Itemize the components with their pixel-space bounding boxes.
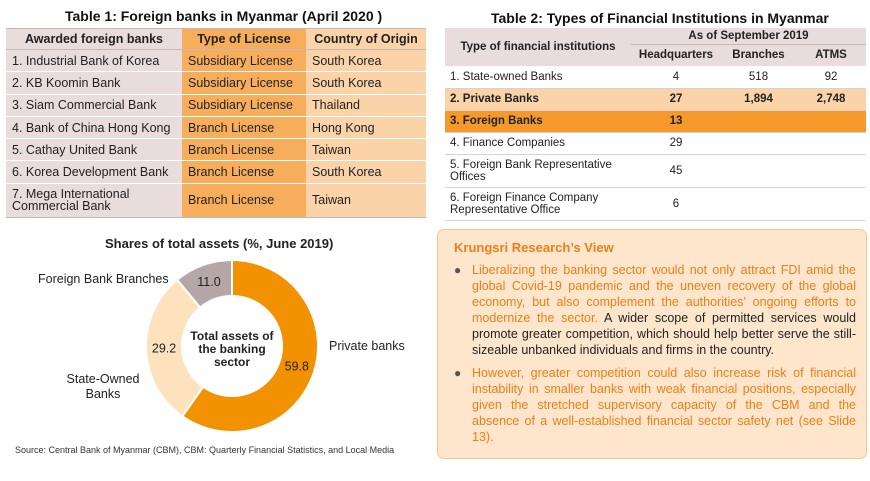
bank-name: 7. Mega International Commercial Bank bbox=[6, 183, 182, 217]
table-row: 1. Industrial Bank of Korea Subsidiary L… bbox=[6, 50, 426, 72]
country-of-origin: South Korea bbox=[306, 161, 426, 183]
list-item: ● Liberalizing the banking sector would … bbox=[452, 262, 856, 358]
headquarters-count: 27 bbox=[631, 88, 721, 110]
legend-foreign-bank-branches: Foreign Bank Branches bbox=[38, 272, 169, 287]
bullet2-text: However, greater competition could also … bbox=[472, 366, 856, 444]
bullet-icon: ● bbox=[454, 262, 461, 278]
table1-header-country: Country of Origin bbox=[306, 29, 426, 50]
bank-name: 5. Cathay United Bank bbox=[6, 139, 182, 161]
table2-header-group: As of September 2019 bbox=[631, 28, 866, 44]
legend-private-banks: Private banks bbox=[329, 339, 405, 354]
branches-count bbox=[721, 132, 796, 154]
value-label-state-owned-banks: 29.2 bbox=[152, 342, 176, 356]
table-row: 3. Siam Commercial Bank Subsidiary Licen… bbox=[6, 94, 426, 116]
headquarters-count: 6 bbox=[631, 187, 721, 220]
table2-header-headquarters: Headquarters bbox=[631, 44, 721, 66]
headquarters-count: 29 bbox=[631, 132, 721, 154]
table-row: 2. KB Koomin Bank Subsidiary License Sou… bbox=[6, 72, 426, 94]
headquarters-count: 13 bbox=[631, 110, 721, 132]
table-row: 3. Foreign Banks 13 bbox=[445, 110, 866, 132]
country-of-origin: South Korea bbox=[306, 50, 426, 72]
atms-count: 2,748 bbox=[796, 88, 866, 110]
atms-count: 92 bbox=[796, 66, 866, 88]
country-of-origin: South Korea bbox=[306, 72, 426, 94]
license-type: Subsidiary License bbox=[182, 94, 306, 116]
bank-name: 6. Korea Development Bank bbox=[6, 161, 182, 183]
list-item: ● However, greater competition could als… bbox=[452, 365, 856, 445]
branches-count bbox=[721, 110, 796, 132]
bank-name: 1. Industrial Bank of Korea bbox=[6, 50, 182, 72]
license-type: Subsidiary License bbox=[182, 50, 306, 72]
table2-header-row: Type of financial institutions As of Sep… bbox=[445, 28, 866, 44]
foreign-banks-table: Awarded foreign banks Type of License Co… bbox=[6, 28, 426, 218]
legend-state-owned-banks: State-Owned Banks bbox=[63, 372, 143, 402]
table2-header-branches: Branches bbox=[721, 44, 796, 66]
table-row: 7. Mega International Commercial Bank Br… bbox=[6, 183, 426, 217]
table1-header-bank: Awarded foreign banks bbox=[6, 29, 182, 50]
institution-type: 4. Finance Companies bbox=[445, 132, 631, 154]
branches-count: 1,894 bbox=[721, 88, 796, 110]
atms-count bbox=[796, 154, 866, 187]
branches-count bbox=[721, 187, 796, 220]
donut-center-label: Total assets of the banking sector bbox=[180, 330, 284, 369]
bank-name: 3. Siam Commercial Bank bbox=[6, 94, 182, 116]
branches-count: 518 bbox=[721, 66, 796, 88]
table-row: 4. Finance Companies 29 bbox=[445, 132, 866, 154]
country-of-origin: Thailand bbox=[306, 94, 426, 116]
table2-title: Table 2: Types of Financial Institutions… bbox=[491, 10, 829, 26]
atms-count bbox=[796, 187, 866, 220]
country-of-origin: Taiwan bbox=[306, 183, 426, 217]
institution-type: 1. State-owned Banks bbox=[445, 66, 631, 88]
license-type: Subsidiary License bbox=[182, 72, 306, 94]
table-row: 5. Cathay United Bank Branch License Tai… bbox=[6, 139, 426, 161]
atms-count bbox=[796, 132, 866, 154]
headquarters-count: 4 bbox=[631, 66, 721, 88]
table-row: 6. Korea Development Bank Branch License… bbox=[6, 161, 426, 183]
table2-header-type: Type of financial institutions bbox=[445, 28, 631, 66]
institution-type: 2. Private Banks bbox=[445, 88, 631, 110]
license-type: Branch License bbox=[182, 139, 306, 161]
institution-type: 5. Foreign Bank Representative Offices bbox=[445, 154, 631, 187]
bullet-icon: ● bbox=[454, 365, 461, 381]
bank-name: 2. KB Koomin Bank bbox=[6, 72, 182, 94]
license-type: Branch License bbox=[182, 116, 306, 138]
table1-header-row: Awarded foreign banks Type of License Co… bbox=[6, 29, 426, 50]
research-view-list: ● Liberalizing the banking sector would … bbox=[452, 262, 856, 452]
research-view-panel: Krungsri Research’s View ● Liberalizing … bbox=[437, 229, 867, 459]
source-note: Source: Central Bank of Myanmar (CBM), C… bbox=[15, 445, 394, 455]
table-row: 1. State-owned Banks 4 518 92 bbox=[445, 66, 866, 88]
country-of-origin: Hong Kong bbox=[306, 116, 426, 138]
value-label-foreign-bank-branches: 11.0 bbox=[197, 275, 220, 289]
value-label-private-banks: 59.8 bbox=[285, 360, 309, 374]
headquarters-count: 45 bbox=[631, 154, 721, 187]
bank-name: 4. Bank of China Hong Kong bbox=[6, 116, 182, 138]
table1-header-license: Type of License bbox=[182, 29, 306, 50]
table1-title: Table 1: Foreign banks in Myanmar (April… bbox=[65, 8, 382, 24]
table2-header-atms: ATMS bbox=[796, 44, 866, 66]
license-type: Branch License bbox=[182, 161, 306, 183]
table-row: 5. Foreign Bank Representative Offices 4… bbox=[445, 154, 866, 187]
branches-count bbox=[721, 154, 796, 187]
institution-type: 3. Foreign Banks bbox=[445, 110, 631, 132]
country-of-origin: Taiwan bbox=[306, 139, 426, 161]
table-row: 6. Foreign Finance Company Representativ… bbox=[445, 187, 866, 220]
research-view-title: Krungsri Research’s View bbox=[454, 240, 614, 255]
institution-type: 6. Foreign Finance Company Representativ… bbox=[445, 187, 631, 220]
table-row: 4. Bank of China Hong Kong Branch Licens… bbox=[6, 116, 426, 138]
atms-count bbox=[796, 110, 866, 132]
table-row: 2. Private Banks 27 1,894 2,748 bbox=[445, 88, 866, 110]
license-type: Branch License bbox=[182, 183, 306, 217]
financial-institutions-table: Type of financial institutions As of Sep… bbox=[445, 28, 866, 221]
